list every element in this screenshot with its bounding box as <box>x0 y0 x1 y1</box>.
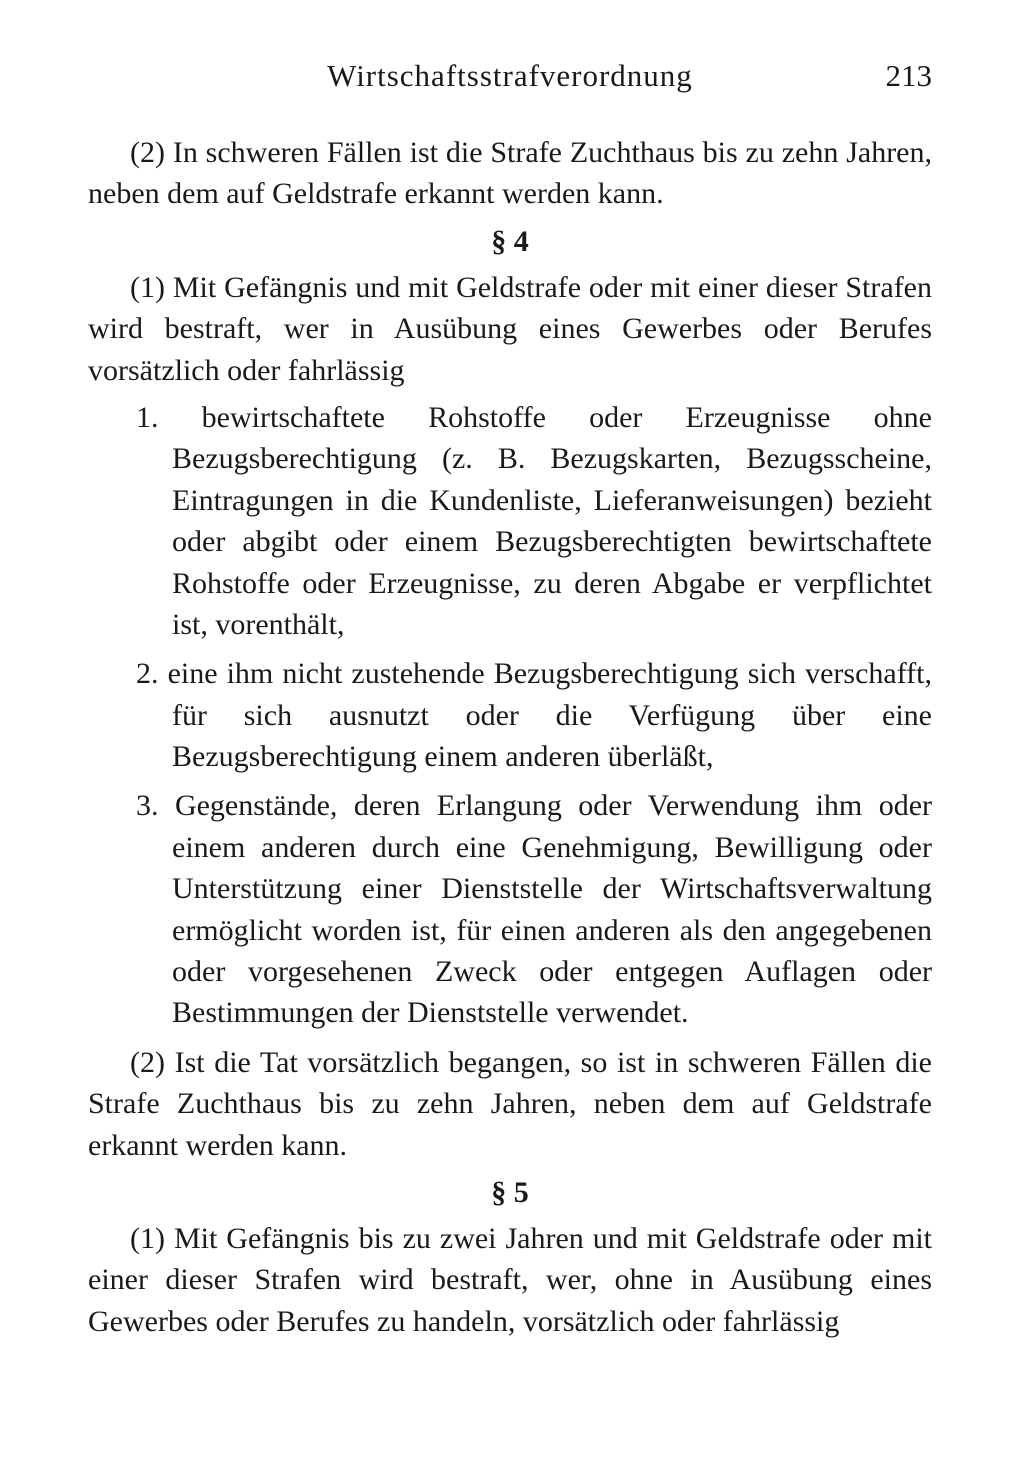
section-5-heading: § 5 <box>88 1176 932 1210</box>
list-item: 2. eine ihm nicht zustehende Bezugsberec… <box>88 653 932 777</box>
section-4-heading: § 4 <box>88 225 932 259</box>
list-item: 3. Gegenstände, deren Erlangung oder Ver… <box>88 785 932 1033</box>
page-container: Wirtschaftsstrafverordnung 213 (2) In sc… <box>0 0 1024 1408</box>
list-item: 1. bewirtschaftete Rohstoffe oder Erzeug… <box>88 397 932 645</box>
section-5-para-1: (1) Mit Gefängnis bis zu zwei Jahren und… <box>88 1218 932 1342</box>
section-4-para-1: (1) Mit Gefängnis und mit Geldstrafe ode… <box>88 267 932 391</box>
section-4-para-2: (2) Ist die Tat vorsätzlich begangen, so… <box>88 1042 932 1166</box>
running-title: Wirtschaftsstrafverordnung <box>327 58 693 94</box>
page-header: Wirtschaftsstrafverordnung 213 <box>88 58 932 94</box>
section-4-list: 1. bewirtschaftete Rohstoffe oder Erzeug… <box>88 397 932 1034</box>
paragraph-2-prev: (2) In schweren Fällen ist die Strafe Zu… <box>88 132 932 215</box>
page-number: 213 <box>886 58 933 94</box>
